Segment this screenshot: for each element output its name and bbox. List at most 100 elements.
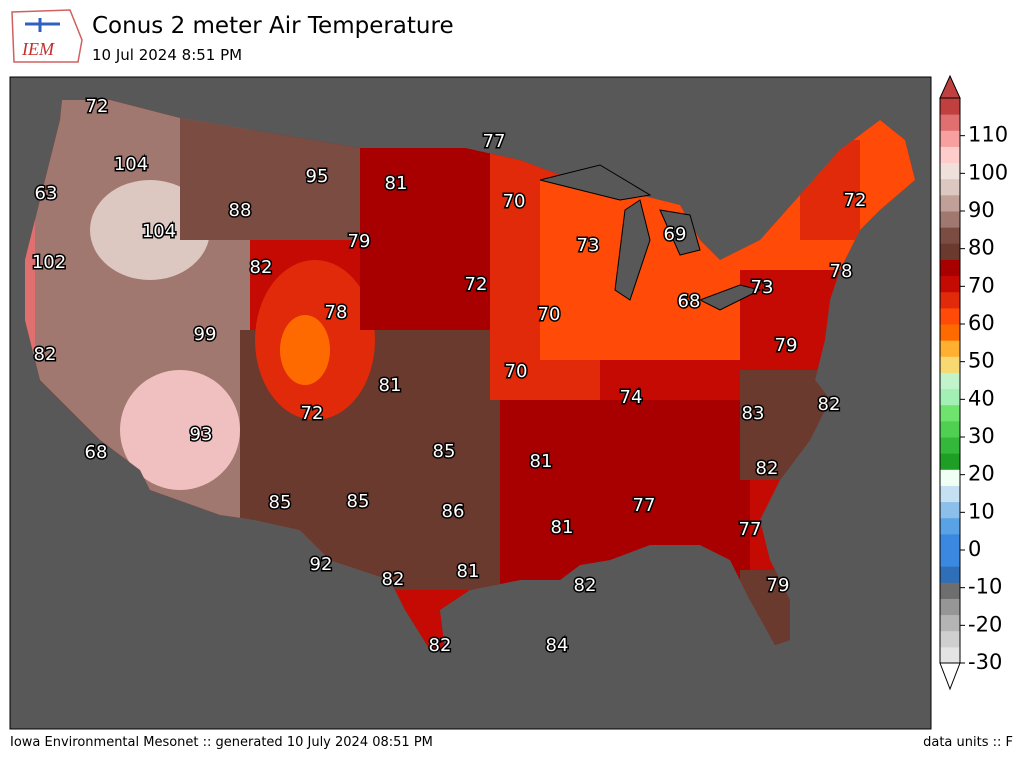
colorbar-band: [940, 243, 960, 260]
station-value: 72: [301, 403, 324, 424]
colorbar-band: [940, 582, 960, 599]
station-value: 85: [269, 492, 292, 513]
footer-right: data units :: F: [923, 735, 1013, 750]
colorbar-band: [940, 404, 960, 422]
colorbar-tick-label: 110: [968, 123, 1008, 147]
colorbar-band: [940, 114, 960, 131]
station-value: 82: [574, 575, 597, 596]
colorbar-band: [940, 340, 960, 357]
colorbar-band: [940, 550, 960, 567]
station-value: 79: [767, 575, 790, 596]
colorbar-min: [939, 662, 961, 691]
colorbar-band: [940, 485, 960, 503]
station-value: 79: [348, 231, 371, 252]
colorbar-tick-label: 100: [968, 160, 1008, 184]
colorbar-band: [940, 227, 960, 244]
colorbar-band: [940, 194, 960, 212]
station-value: 88: [229, 200, 252, 221]
colorbar-band: [940, 566, 960, 583]
colorbar-tick-label: 60: [968, 311, 995, 335]
colorbar-tick-label: -30: [968, 650, 1002, 674]
station-value: 85: [347, 491, 370, 512]
colorbar-band: [940, 275, 960, 293]
colorbar-band: [940, 437, 960, 454]
colorbar: -30 -20 -10 0 10 20 30 40 50 60 70 80 90 100 110: [939, 74, 1008, 691]
colorbar-band: [940, 178, 960, 196]
colorbar-band: [940, 98, 960, 115]
colorbar-tick-label: -10: [968, 575, 1002, 599]
station-value: 104: [114, 154, 148, 175]
station-value: 86: [442, 501, 465, 522]
station-value: 78: [830, 261, 853, 282]
colorbar-tick-label: 40: [968, 386, 995, 410]
colorbar-tick-label: 0: [968, 537, 981, 561]
colorbar-tick-label: 90: [968, 198, 995, 222]
station-value: 82: [429, 635, 452, 656]
subtitle: 10 Jul 2024 8:51 PM: [92, 46, 242, 64]
station-value: 92: [310, 554, 333, 575]
colorbar-band: [940, 614, 960, 632]
colorbar-band: [940, 469, 960, 486]
logo: IEM: [11, 9, 83, 63]
station-value: 79: [775, 335, 798, 356]
colorbar-band: [940, 646, 960, 664]
colorbar-band: [940, 356, 960, 373]
station-value: 83: [742, 403, 765, 424]
station-value: 74: [620, 387, 643, 408]
station-value: 73: [577, 235, 600, 256]
colorbar-band: [940, 598, 960, 616]
colorbar-max: [939, 74, 961, 99]
station-value: 69: [664, 224, 687, 245]
station-value: 63: [35, 183, 58, 204]
colorbar-band: [940, 420, 960, 438]
station-value: 70: [538, 304, 561, 325]
title: Conus 2 meter Air Temperature: [92, 13, 454, 39]
station-value: 81: [530, 451, 553, 472]
station-value: 78: [325, 302, 348, 323]
colorbar-band: [940, 211, 960, 228]
station-value: 95: [306, 166, 329, 187]
colorbar-tick-label: -20: [968, 612, 1002, 636]
station-value: 70: [503, 191, 526, 212]
station-value: 77: [483, 131, 506, 152]
colorbar-frame: [939, 97, 961, 664]
logo-text: IEM: [21, 39, 55, 59]
station-value: 72: [844, 190, 867, 211]
station-value: 104: [142, 221, 176, 242]
station-value: 81: [551, 517, 574, 538]
colorbar-band: [940, 630, 960, 648]
great-lakes: [539, 164, 762, 311]
station-value: 72: [86, 96, 109, 117]
station-value: 99: [194, 324, 217, 345]
station-value: 81: [379, 375, 402, 396]
station-value: 81: [457, 561, 480, 582]
colorbar-band: [940, 501, 960, 519]
colorbar-band: [940, 291, 960, 309]
colorbar-tick-label: 20: [968, 462, 995, 486]
station-value: 72: [465, 274, 488, 295]
colorbar-band: [940, 146, 960, 164]
station-value: 68: [678, 291, 701, 312]
station-value: 77: [633, 495, 656, 516]
station-value: 84: [546, 635, 569, 656]
colorbar-tick-label: 50: [968, 349, 995, 373]
colorbar-tick-label: 10: [968, 499, 995, 523]
station-value: 70: [505, 361, 528, 382]
colorbar-band: [940, 517, 960, 535]
colorbar-band: [940, 324, 960, 341]
colorbar-band: [940, 162, 960, 180]
colorbar-band: [940, 307, 960, 325]
station-value: 73: [751, 277, 774, 298]
colorbar-band: [940, 259, 960, 277]
station-value: 68: [85, 442, 108, 463]
station-value: 82: [34, 344, 57, 365]
colorbar-band: [940, 533, 960, 551]
station-value: 93: [190, 424, 213, 445]
station-value: 102: [32, 252, 66, 273]
station-value: 77: [739, 519, 762, 540]
colorbar-band: [940, 130, 960, 147]
station-value: 82: [250, 257, 273, 278]
colorbar-tick-label: 80: [968, 236, 995, 260]
colorbar-tick-label: 70: [968, 273, 995, 297]
